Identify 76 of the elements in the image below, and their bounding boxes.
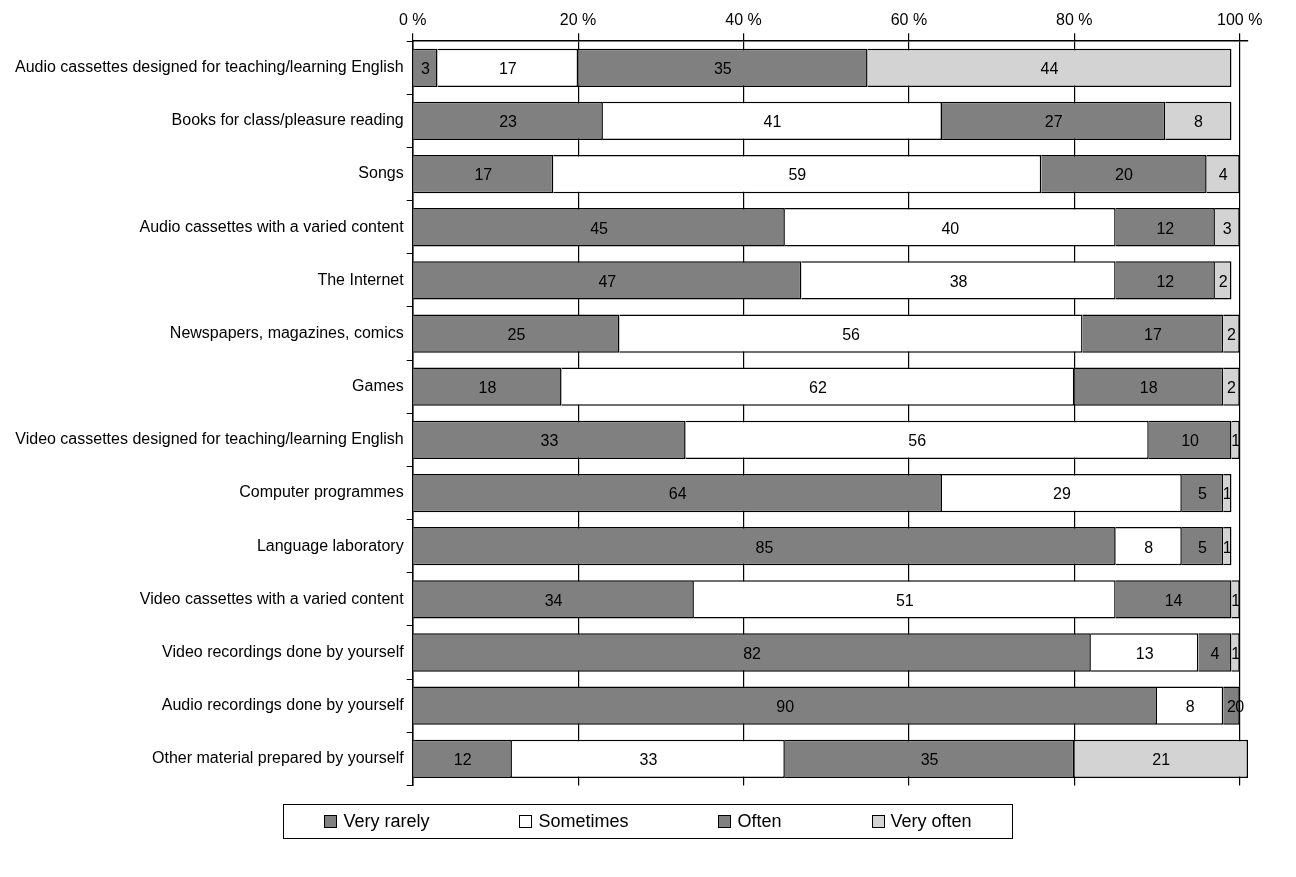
data-label: 13	[1135, 644, 1154, 662]
data-label: 47	[598, 272, 617, 290]
data-label: 62	[809, 379, 827, 397]
data-label: 8	[1193, 113, 1203, 131]
data-label: 17	[1143, 325, 1162, 343]
data-label: 56	[908, 432, 927, 450]
data-label: 45	[590, 219, 609, 237]
data-label: 27	[1044, 113, 1063, 131]
data-label: 85	[755, 538, 774, 556]
y-tick-label: Video recordings done by yourself	[162, 642, 405, 660]
data-label: 8	[1144, 538, 1154, 556]
data-label: 12	[453, 751, 472, 769]
data-label: 34	[544, 591, 563, 609]
y-tick-label: The Internet	[317, 270, 405, 288]
data-label: 38	[949, 272, 968, 290]
data-label: 33	[639, 751, 658, 769]
data-label: 14	[1164, 591, 1183, 609]
data-label: 59	[788, 166, 807, 184]
data-label: 82	[743, 644, 762, 662]
y-tick-label: Audio recordings done by yourself	[161, 696, 405, 714]
data-label: 17	[498, 60, 517, 78]
y-tick-label: Language laboratory	[256, 536, 404, 554]
y-tick-label: Books for class/pleasure reading	[171, 111, 404, 129]
data-label: 29	[1053, 485, 1071, 503]
data-label: 35	[920, 751, 939, 769]
data-label: 18	[1139, 379, 1158, 397]
y-tick-label: Songs	[358, 164, 404, 182]
data-label: 33	[540, 432, 559, 450]
data-label: 4	[1210, 644, 1220, 662]
legend-label: Very rarely	[343, 811, 430, 832]
x-tick-label: 60 %	[890, 11, 928, 29]
data-label: 17	[474, 166, 493, 184]
data-label: 3	[1222, 219, 1232, 237]
data-label: 21	[1152, 751, 1171, 769]
x-tick-label: 0 %	[398, 11, 427, 29]
y-tick-label: Other material prepared by yourself	[152, 749, 405, 767]
data-label: 12	[1156, 219, 1175, 237]
data-label: 51	[895, 591, 914, 609]
y-tick-label: Video cassettes with a varied content	[139, 589, 405, 607]
series-label: Sometimes	[538, 811, 629, 832]
data-label: 44	[1040, 60, 1059, 78]
data-label: 10	[1181, 432, 1200, 450]
y-tick-label: Audio cassettes with a varied content	[139, 217, 405, 235]
y-tick-label: Audio cassettes designed for teaching/learning English	[14, 58, 404, 76]
legend-label: Very often	[890, 811, 972, 832]
data-label: 1	[1222, 538, 1232, 556]
x-tick-label: 80 %	[1056, 11, 1093, 29]
data-label: 2	[1227, 325, 1237, 343]
x-tick-label: 100 %	[1217, 11, 1263, 29]
data-label: 18	[478, 379, 497, 397]
data-label: 4	[1218, 166, 1228, 184]
data-label: 20	[1115, 166, 1133, 184]
x-tick-label: 40 %	[725, 11, 762, 29]
y-tick-label: Games	[352, 377, 404, 395]
data-label: 12	[1156, 272, 1175, 290]
data-label: 2	[1218, 272, 1228, 290]
y-tick-label: Video cassettes designed for teaching/learning English	[15, 430, 404, 448]
data-label: 25	[507, 325, 526, 343]
data-label: 41	[763, 113, 782, 131]
data-label: 5	[1198, 538, 1208, 556]
x-tick-label: 20 %	[559, 11, 597, 29]
data-label: 23	[499, 113, 518, 131]
data-label: 5	[1198, 485, 1208, 503]
data-label: 35	[713, 60, 732, 78]
data-label: 1	[1222, 485, 1232, 503]
data-label: 8	[1185, 698, 1195, 716]
data-label: 2	[1227, 379, 1237, 397]
y-tick-label: Newspapers, magazines, comics	[169, 323, 404, 341]
legend-label: Often	[737, 811, 782, 832]
data-label: 3	[420, 60, 430, 78]
data-label: 64	[668, 485, 687, 503]
data-label: 40	[941, 219, 960, 237]
y-tick-label: Computer programmes	[239, 483, 404, 501]
data-label: 90	[776, 698, 795, 716]
data-label: 2	[1227, 698, 1237, 716]
data-label: 56	[842, 325, 861, 343]
